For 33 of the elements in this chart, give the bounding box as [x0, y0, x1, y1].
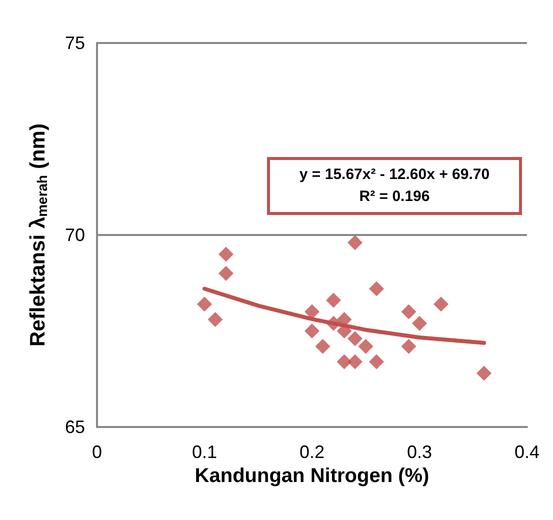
- point: [401, 304, 416, 320]
- point: [336, 354, 352, 370]
- y-axis-title: Reflektansi λmerah (nm): [26, 124, 50, 346]
- point: [304, 324, 320, 338]
- point: [218, 246, 234, 262]
- point: [434, 296, 448, 312]
- point: [369, 281, 384, 296]
- annotation: R² = 0.196: [358, 187, 431, 207]
- x-tick-label: 0.2: [299, 442, 325, 462]
- y-tick-label: 65: [64, 417, 85, 437]
- y-tick-label: 75: [64, 33, 85, 53]
- x-tick-label: 0: [92, 442, 102, 462]
- point: [315, 338, 330, 354]
- point: [326, 292, 341, 308]
- point: [358, 338, 374, 354]
- x-tick-label: 0.1: [192, 442, 218, 462]
- y-tick-label: 70: [64, 225, 85, 245]
- x-tick-label: 0.3: [406, 442, 432, 462]
- point: [369, 354, 384, 370]
- point: [348, 331, 362, 346]
- point: [412, 316, 427, 331]
- point: [348, 354, 362, 370]
- point: [197, 296, 212, 312]
- equation-box: y = 15.67x² - 12.60x + 69.70 R² = 0.196: [267, 157, 522, 215]
- x-axis-title: Kandungan Nitrogen (%): [194, 464, 430, 487]
- x-tick-label: 0.4: [514, 442, 540, 462]
- point: [208, 312, 223, 327]
- point: [304, 304, 320, 320]
- point: [348, 235, 362, 250]
- point: [476, 366, 492, 381]
- point: [401, 338, 416, 354]
- point: [218, 266, 234, 281]
- annotation: y = 15.67x² - 12.60x + 69.70: [298, 165, 491, 185]
